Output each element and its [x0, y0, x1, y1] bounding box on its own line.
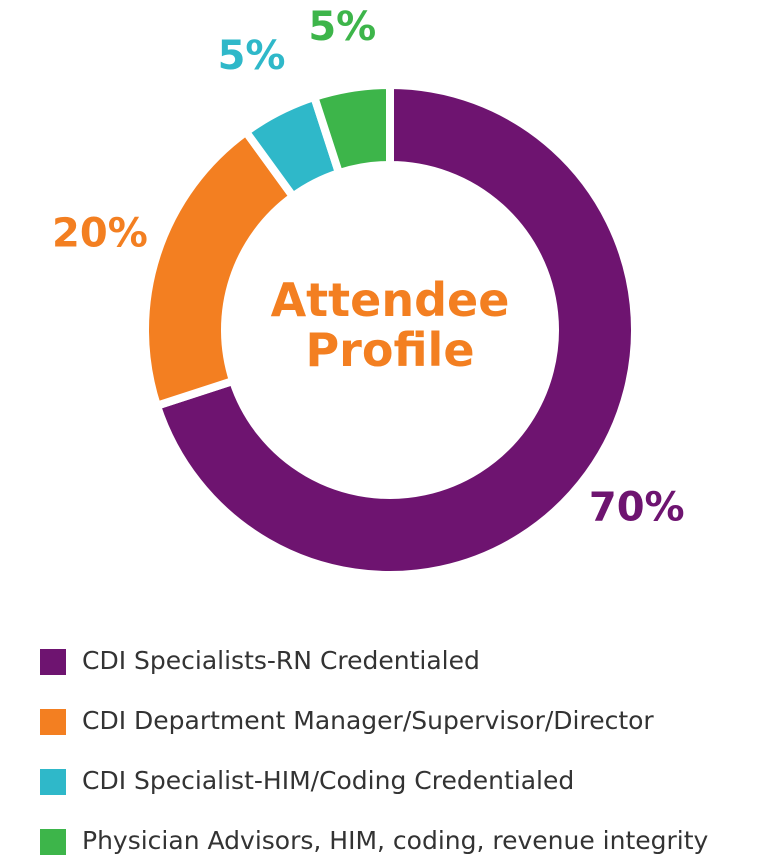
legend-swatch	[40, 769, 66, 795]
value-label: 70%	[589, 484, 685, 530]
legend-swatch	[40, 649, 66, 675]
value-label: 20%	[52, 211, 148, 257]
donut-slice	[309, 80, 394, 179]
legend-swatch	[40, 829, 66, 855]
legend-text: Physician Advisors, HIM, coding, revenue…	[82, 826, 709, 855]
legend-text: CDI Specialist-HIM/Coding Credentialed	[82, 766, 574, 795]
legend-text: CDI Department Manager/Supervisor/Direct…	[82, 706, 654, 735]
donut-slice	[151, 80, 639, 579]
value-label: 5%	[218, 33, 286, 79]
chart-title: Attendee Profile	[270, 273, 510, 377]
value-label: 5%	[308, 4, 376, 50]
legend-text: CDI Specialists-RN Credentialed	[82, 646, 480, 675]
legend-swatch	[40, 709, 66, 735]
